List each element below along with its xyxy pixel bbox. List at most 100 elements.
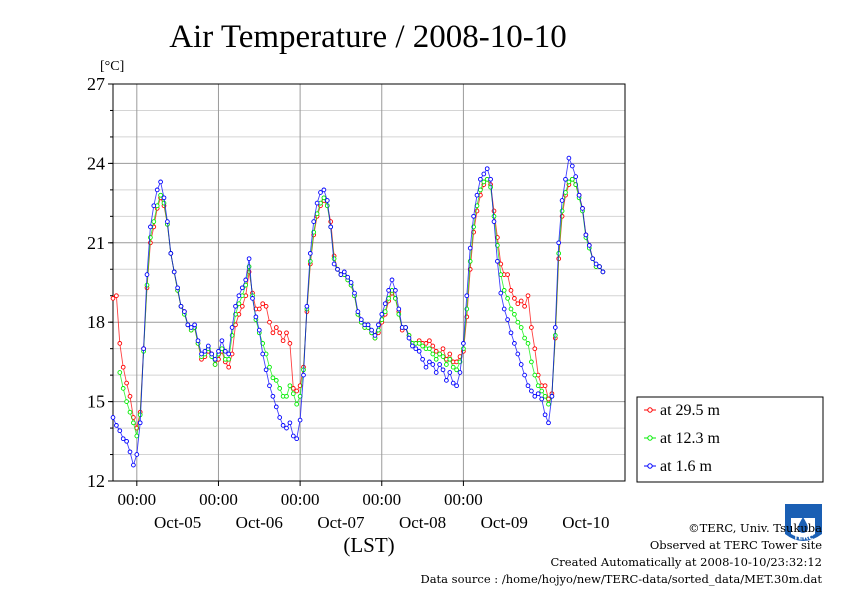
legend-entry: at 29.5 m <box>644 402 721 419</box>
data-point <box>117 341 123 346</box>
y-axis-ticks: 12 15 18 21 24 27 <box>87 74 113 491</box>
data-point <box>199 351 204 357</box>
y-tick-label: 21 <box>87 233 105 253</box>
data-point <box>182 309 187 314</box>
data-point <box>583 232 589 238</box>
data-point <box>165 219 170 224</box>
data-point <box>396 306 402 312</box>
data-point <box>586 243 592 248</box>
data-point <box>474 192 480 198</box>
x-tick-label: 00:00 <box>117 490 156 509</box>
data-point <box>137 420 143 426</box>
data-point <box>559 198 565 203</box>
data-point <box>338 272 344 277</box>
data-point <box>236 301 242 307</box>
data-point <box>233 303 238 309</box>
date-label: Oct-06 <box>236 513 283 532</box>
legend-marker <box>647 435 653 441</box>
data-point <box>535 383 541 389</box>
data-point <box>222 348 228 354</box>
data-point <box>273 325 279 330</box>
data-point <box>117 370 123 375</box>
data-point <box>297 417 303 423</box>
data-point <box>321 195 327 201</box>
data-point <box>389 277 395 283</box>
date-label: Oct-07 <box>317 513 365 532</box>
terc-logo: TERC <box>785 504 822 542</box>
data-point <box>515 301 521 307</box>
data-point <box>529 325 534 330</box>
data-point <box>410 343 415 349</box>
data-point <box>406 335 412 341</box>
data-point <box>518 325 524 330</box>
data-point <box>532 346 538 352</box>
legend-entry: at 12.3 m <box>644 430 721 447</box>
data-point <box>566 179 572 185</box>
data-point <box>444 362 449 367</box>
data-point <box>358 317 364 322</box>
data-point <box>382 301 388 307</box>
date-label: Oct-08 <box>399 513 446 532</box>
data-point <box>372 333 378 338</box>
data-point <box>284 393 289 399</box>
data-point <box>131 420 136 426</box>
date-label: Oct-05 <box>154 513 201 532</box>
data-point <box>256 327 262 333</box>
data-point <box>287 383 293 389</box>
data-point <box>301 372 306 378</box>
data-point <box>131 462 136 468</box>
created-text: Created Automatically at 2008-10-10/23:3… <box>551 555 823 569</box>
data-point <box>529 359 534 365</box>
data-point <box>273 404 279 410</box>
data-point <box>478 176 483 182</box>
data-point <box>318 190 323 195</box>
data-point <box>522 372 527 378</box>
data-point <box>464 293 470 299</box>
logo-band <box>785 504 822 518</box>
legend: at 29.5 m at 12.3 m at 1.6 m <box>636 396 824 483</box>
data-point <box>239 303 245 309</box>
data-point <box>420 356 425 362</box>
data-point <box>243 277 249 283</box>
data-point <box>256 306 262 312</box>
data-point <box>471 213 476 219</box>
data-point <box>433 370 439 375</box>
data-point <box>124 399 129 404</box>
logo-text: TERC <box>793 534 813 542</box>
data-point <box>552 325 558 330</box>
data-point <box>120 364 126 370</box>
legend-label: at 29.5 m <box>660 402 721 419</box>
data-point <box>512 311 517 317</box>
data-point <box>546 401 551 407</box>
data-point <box>491 219 497 224</box>
data-point <box>209 351 215 357</box>
data-point <box>195 338 201 344</box>
copyright-text: ©TERC, Univ. Tsukuba <box>688 521 822 535</box>
data-point <box>212 362 218 367</box>
data-point <box>270 330 276 336</box>
data-point <box>205 343 211 349</box>
logo-base <box>785 518 822 541</box>
data-point <box>590 256 596 262</box>
data-point <box>226 351 232 357</box>
data-point <box>430 362 436 367</box>
data-point <box>542 412 548 418</box>
data-point <box>403 325 408 330</box>
data-point <box>413 346 419 352</box>
data-point <box>563 176 568 182</box>
data-point <box>423 341 429 346</box>
data-point <box>365 322 371 328</box>
data-point <box>515 351 521 357</box>
data-point <box>226 356 232 362</box>
data-point <box>478 187 483 193</box>
data-point <box>512 296 517 301</box>
data-point <box>158 192 163 198</box>
data-point <box>284 330 289 336</box>
data-point <box>321 187 327 193</box>
data-point <box>127 409 133 415</box>
data-point <box>420 343 425 349</box>
data-point <box>518 298 524 304</box>
data-point <box>267 319 272 325</box>
data-point <box>158 179 163 185</box>
data-point <box>600 269 606 275</box>
